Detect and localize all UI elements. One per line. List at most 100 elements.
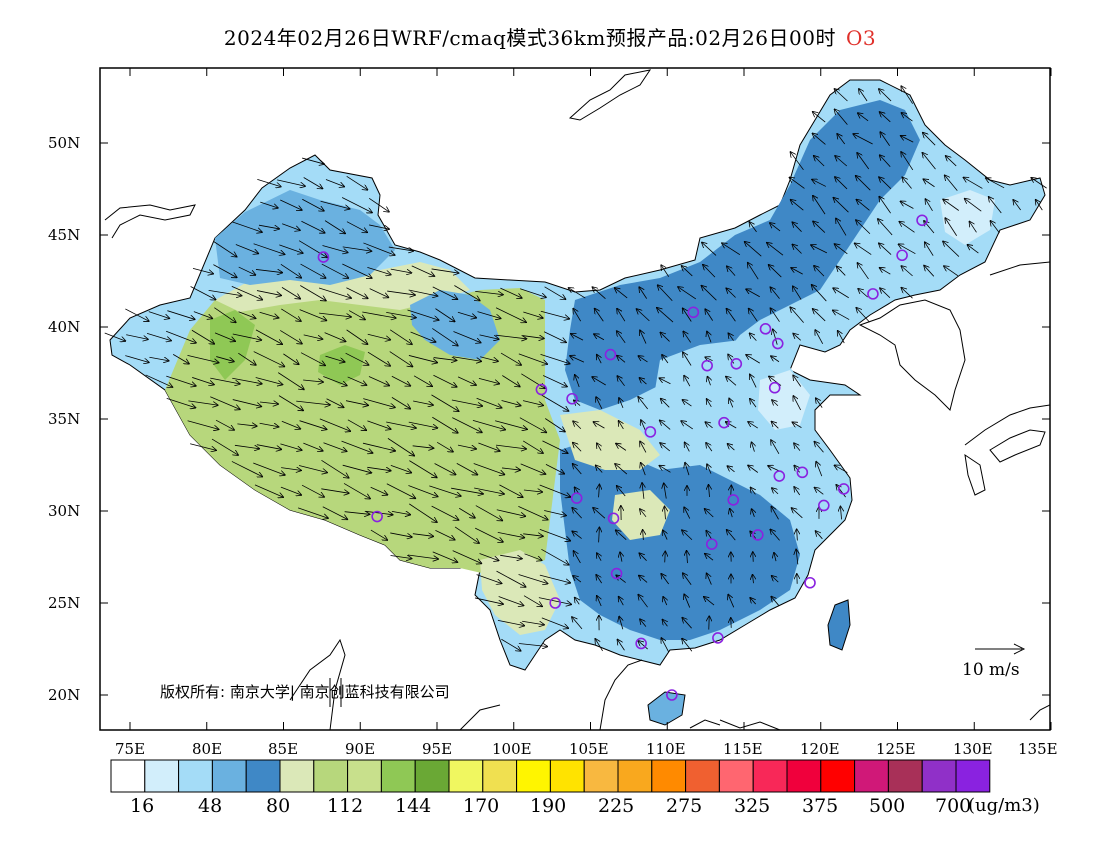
wind-arrow xyxy=(259,422,279,427)
wind-arrow xyxy=(543,331,566,343)
wind-arrow xyxy=(815,330,824,345)
wind-arrow xyxy=(812,285,827,302)
wind-arrow xyxy=(705,422,713,429)
wind-arrow xyxy=(321,263,348,278)
wind-arrow xyxy=(682,266,693,277)
wind-arrow xyxy=(188,400,217,405)
wind-arrow xyxy=(794,487,801,496)
wind-arrow xyxy=(347,419,366,430)
wind-arrow xyxy=(638,595,648,608)
legend-label-144: 144 xyxy=(395,795,432,817)
wind-arrow xyxy=(387,438,414,455)
wind-arrow xyxy=(238,311,256,319)
wind-arrow xyxy=(346,221,367,233)
wind-arrow xyxy=(544,510,566,516)
lon-label-100e: 100E xyxy=(492,740,532,758)
wind-arrow xyxy=(542,375,567,386)
colorbar-swatch xyxy=(617,759,653,793)
wind-arrow xyxy=(902,177,912,189)
wind-arrow xyxy=(518,353,547,364)
colorbar-swatch xyxy=(211,759,247,793)
wind-arrow xyxy=(682,530,693,541)
wind-arrow xyxy=(476,574,502,584)
wind-arrow xyxy=(596,397,603,409)
wind-arrow xyxy=(478,442,499,451)
wind-arrow xyxy=(297,507,328,518)
wind-arrow xyxy=(125,355,148,363)
station-marker xyxy=(718,416,730,429)
wind-arrow xyxy=(683,332,691,343)
wind-arrow xyxy=(661,574,670,585)
wind-arrow xyxy=(408,289,438,296)
wind-arrow xyxy=(369,288,389,298)
colorbar-swatch xyxy=(921,759,957,793)
wind-arrow xyxy=(538,597,571,605)
wind-arrow xyxy=(126,334,148,340)
wind-arrow xyxy=(412,534,433,537)
wind-arrow xyxy=(643,530,644,540)
station-marker xyxy=(607,512,620,525)
wind-arrow xyxy=(432,328,457,345)
wind-arrow xyxy=(432,416,457,433)
wind-arrow xyxy=(388,246,413,251)
wind-arrow xyxy=(702,286,717,301)
wind-arrow xyxy=(899,244,916,255)
wind-arrow xyxy=(193,311,212,319)
wind-arrow xyxy=(542,440,567,453)
wind-arrow xyxy=(923,179,935,188)
wind-arrow xyxy=(731,486,732,497)
wind-arrow xyxy=(214,307,235,323)
wind-arrow xyxy=(616,444,627,451)
wind-arrow xyxy=(347,376,367,385)
wind-arrow xyxy=(148,311,169,319)
wind-arrow xyxy=(749,309,758,322)
lat-label-50n: 50N xyxy=(48,134,81,152)
wind-arrow xyxy=(407,554,438,559)
wind-arrow xyxy=(1031,178,1047,189)
wind-arrow xyxy=(452,356,481,362)
wind-arrow xyxy=(572,508,582,519)
colorbar-swatch xyxy=(685,759,720,793)
wind-arrow xyxy=(575,598,579,605)
station-marker xyxy=(837,483,850,495)
wind-arrow xyxy=(146,333,171,340)
wind-arrow xyxy=(858,113,869,122)
wind-arrow xyxy=(149,356,168,360)
wind-arrow xyxy=(901,266,913,277)
wind-arrow xyxy=(283,353,298,364)
wind-arrow xyxy=(730,509,733,518)
wind-arrow xyxy=(387,290,415,295)
wind-arrow xyxy=(880,268,891,275)
colorbar-swatch xyxy=(583,759,619,793)
wind-arrow xyxy=(596,575,603,584)
wind-arrow xyxy=(750,333,757,341)
wind-arrow xyxy=(815,442,824,453)
wind-arrow xyxy=(253,462,284,475)
wind-arrow xyxy=(413,375,432,386)
station-marker xyxy=(896,249,908,262)
wind-arrow xyxy=(684,507,691,519)
wind-arrow xyxy=(496,444,526,449)
wind-arrow xyxy=(657,308,674,323)
wind-arrow xyxy=(413,400,433,405)
wind-arrow xyxy=(125,308,148,321)
wind-arrow xyxy=(408,485,437,497)
wind-arrow xyxy=(458,507,475,518)
wind-arrow xyxy=(454,285,479,301)
wind-arrow xyxy=(574,551,581,564)
wind-arrow xyxy=(857,200,870,211)
station-marker xyxy=(818,499,830,512)
wind-arrow xyxy=(256,444,281,450)
wind-arrow xyxy=(615,464,628,475)
wind-arrow xyxy=(208,290,242,295)
wind-arrow xyxy=(813,112,826,123)
wind-arrow xyxy=(257,179,280,186)
wind-arrow xyxy=(619,597,624,606)
lat-label-45n: 45N xyxy=(48,226,81,244)
wind-arrow xyxy=(925,199,933,212)
wind-arrow xyxy=(748,422,758,429)
wind-arrow xyxy=(771,597,779,606)
wind-arrow xyxy=(342,263,371,278)
wind-arrow xyxy=(210,396,239,410)
wind-arrow xyxy=(572,617,583,630)
